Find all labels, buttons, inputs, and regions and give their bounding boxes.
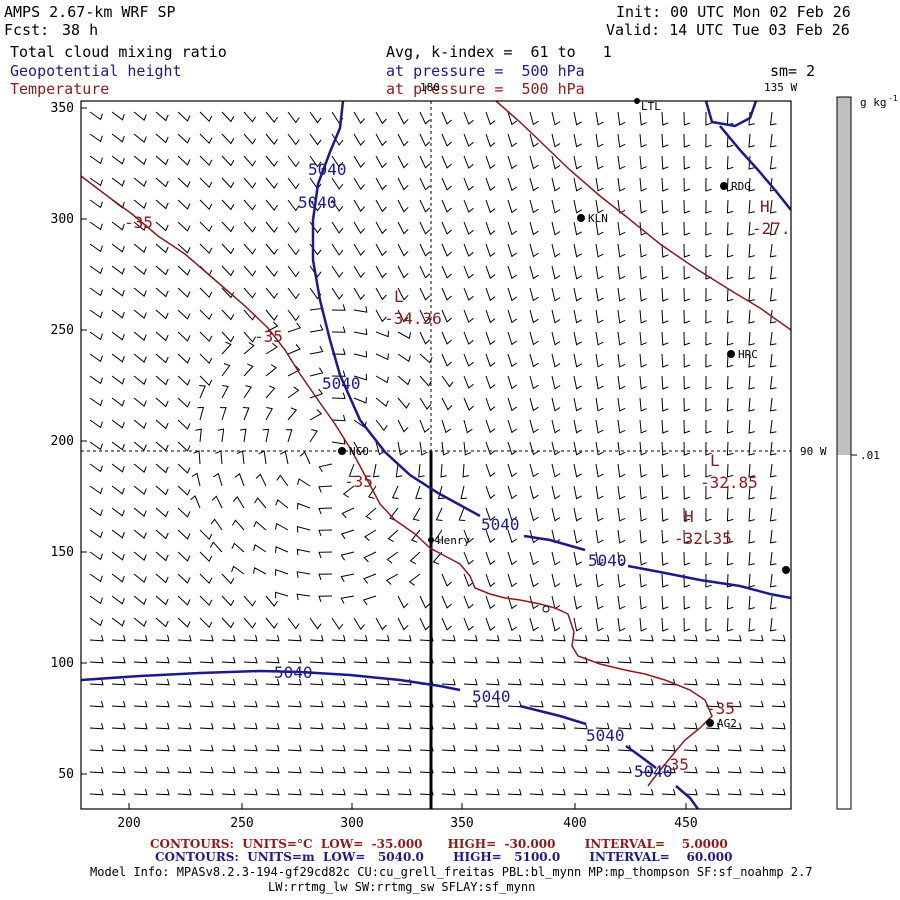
station-marker bbox=[542, 605, 550, 613]
colorbar-value: .01 bbox=[860, 449, 880, 462]
valid-time: Valid: 14 UTC Tue 03 Feb 26 bbox=[606, 21, 850, 39]
station-label: LTL bbox=[641, 100, 661, 113]
lon-label-135w: 135 W bbox=[764, 81, 797, 94]
wind-barbs bbox=[89, 111, 786, 796]
pressure-height: at pressure = 500 hPa bbox=[386, 62, 585, 80]
y-tick-label: 150 bbox=[51, 545, 74, 560]
model-title: AMPS 2.67-km WRF SP bbox=[4, 3, 176, 21]
height-label: 5040 bbox=[472, 687, 511, 706]
colorbar-fill bbox=[837, 97, 851, 455]
avg-k-index: Avg, k-index = 61 to 1 bbox=[386, 43, 612, 61]
station-marker bbox=[338, 447, 346, 455]
station-marker bbox=[577, 214, 585, 222]
temp-contour-info: CONTOURS: UNITS=°C LOW= -35.000 HIGH= -3… bbox=[150, 837, 728, 851]
station-label: RDG bbox=[731, 180, 751, 193]
y-tick-label: 100 bbox=[51, 656, 74, 671]
height-label: 5040 bbox=[586, 726, 625, 745]
temperature-label: -35 bbox=[344, 472, 373, 491]
height-label: 5040 bbox=[588, 551, 627, 570]
low-value: -34.36 bbox=[384, 309, 442, 328]
temperature-label: -35 bbox=[254, 327, 283, 346]
low-value: -32.85 bbox=[700, 473, 758, 492]
y-tick-labels: 350 300 250 200 150 100 50 bbox=[51, 101, 74, 782]
high-value: -27. bbox=[752, 219, 791, 238]
field-temp-title: Temperature bbox=[10, 80, 110, 98]
x-tick-label: 450 bbox=[674, 816, 697, 831]
x-axis bbox=[128, 803, 687, 809]
x-tick-labels: 200 250 300 350 400 450 bbox=[117, 816, 697, 831]
y-tick-label: 350 bbox=[51, 101, 74, 116]
x-tick-label: 350 bbox=[450, 816, 473, 831]
y-tick-label: 250 bbox=[51, 323, 74, 338]
init-time: Init: 00 UTC Mon 02 Feb 26 bbox=[616, 3, 851, 21]
x-tick-label: 300 bbox=[340, 816, 363, 831]
y-axis bbox=[81, 107, 87, 775]
station-marker bbox=[720, 182, 728, 190]
height-label: 5040 bbox=[308, 160, 347, 179]
lon-label-180: 180 bbox=[420, 81, 440, 94]
station-marker bbox=[706, 719, 714, 727]
station-label: NCO bbox=[349, 445, 369, 458]
station-label: KLN bbox=[588, 212, 608, 225]
height-contour-info: CONTOURS: UNITS=m LOW= 5040.0 HIGH= 5100… bbox=[155, 850, 733, 864]
reference-lines bbox=[81, 101, 791, 809]
station-marker bbox=[428, 537, 434, 543]
temperature-extrema: L -34.36 H -27. L -32.85 H -32.35 bbox=[384, 197, 791, 548]
colorbar-unit: g kg bbox=[860, 96, 887, 109]
height-label: 5040 bbox=[634, 762, 673, 781]
y-tick-label: 50 bbox=[58, 767, 74, 782]
stations: RDG KLN HRC NCO Henry AG2 LTL bbox=[338, 98, 790, 730]
height-label: 5040 bbox=[274, 663, 313, 682]
station-label: HRC bbox=[738, 348, 758, 361]
field-height-title: Geopotential height bbox=[10, 62, 182, 80]
height-contours bbox=[81, 101, 791, 809]
temperature-label: -35 bbox=[124, 213, 153, 232]
station-marker bbox=[727, 350, 735, 358]
x-tick-label: 400 bbox=[563, 816, 586, 831]
low-marker: L bbox=[394, 287, 404, 306]
high-marker: H bbox=[684, 507, 694, 526]
pressure-temp: at pressure = 500 hPa bbox=[386, 80, 585, 98]
smoothing: sm= 2 bbox=[770, 62, 816, 80]
colorbar: g kg -1 .01 bbox=[836, 94, 898, 810]
lon-label-90w: 90 W bbox=[800, 445, 827, 458]
x-tick-label: 250 bbox=[230, 816, 253, 831]
y-tick-label: 300 bbox=[51, 212, 74, 227]
height-label: 5040 bbox=[322, 374, 361, 393]
height-labels: 5040 5040 5040 5040 5040 5040 5040 5040 … bbox=[274, 160, 673, 781]
height-label: 5040 bbox=[298, 193, 337, 212]
temperature-labels: -35 -35 -35 -35 -35 bbox=[124, 213, 735, 774]
colorbar-frame bbox=[836, 96, 852, 810]
station-marker bbox=[782, 566, 790, 574]
height-label: 5040 bbox=[481, 515, 520, 534]
station-label: Henry bbox=[437, 534, 470, 547]
station-label: AG2 bbox=[717, 717, 737, 730]
forecast-label: Fcst: bbox=[4, 21, 50, 39]
temperature-label: -35 bbox=[706, 699, 735, 718]
forecast-hour: 38 h bbox=[62, 21, 99, 39]
temperature-label: -35 bbox=[660, 755, 689, 774]
longitude-labels: 180 135 W 90 W bbox=[420, 81, 827, 458]
high-value: -32.35 bbox=[674, 529, 732, 548]
plot-frame bbox=[80, 100, 792, 810]
model-info: Model Info: MPASv8.2.3-194-gf29cd82c CU:… bbox=[90, 865, 813, 879]
high-marker: H bbox=[760, 197, 770, 216]
y-tick-label: 200 bbox=[51, 434, 74, 449]
model-info-physics: LW:rrtmg_lw SW:rrtmg_sw SFLAY:sf_mynn bbox=[268, 880, 536, 894]
field-cloud-title: Total cloud mixing ratio bbox=[10, 43, 227, 61]
temperature-contours bbox=[81, 101, 791, 787]
colorbar-unit-exponent: -1 bbox=[888, 94, 898, 103]
wind-barb-paths bbox=[89, 111, 786, 796]
x-tick-label: 200 bbox=[117, 816, 140, 831]
low-marker: L bbox=[710, 451, 720, 470]
